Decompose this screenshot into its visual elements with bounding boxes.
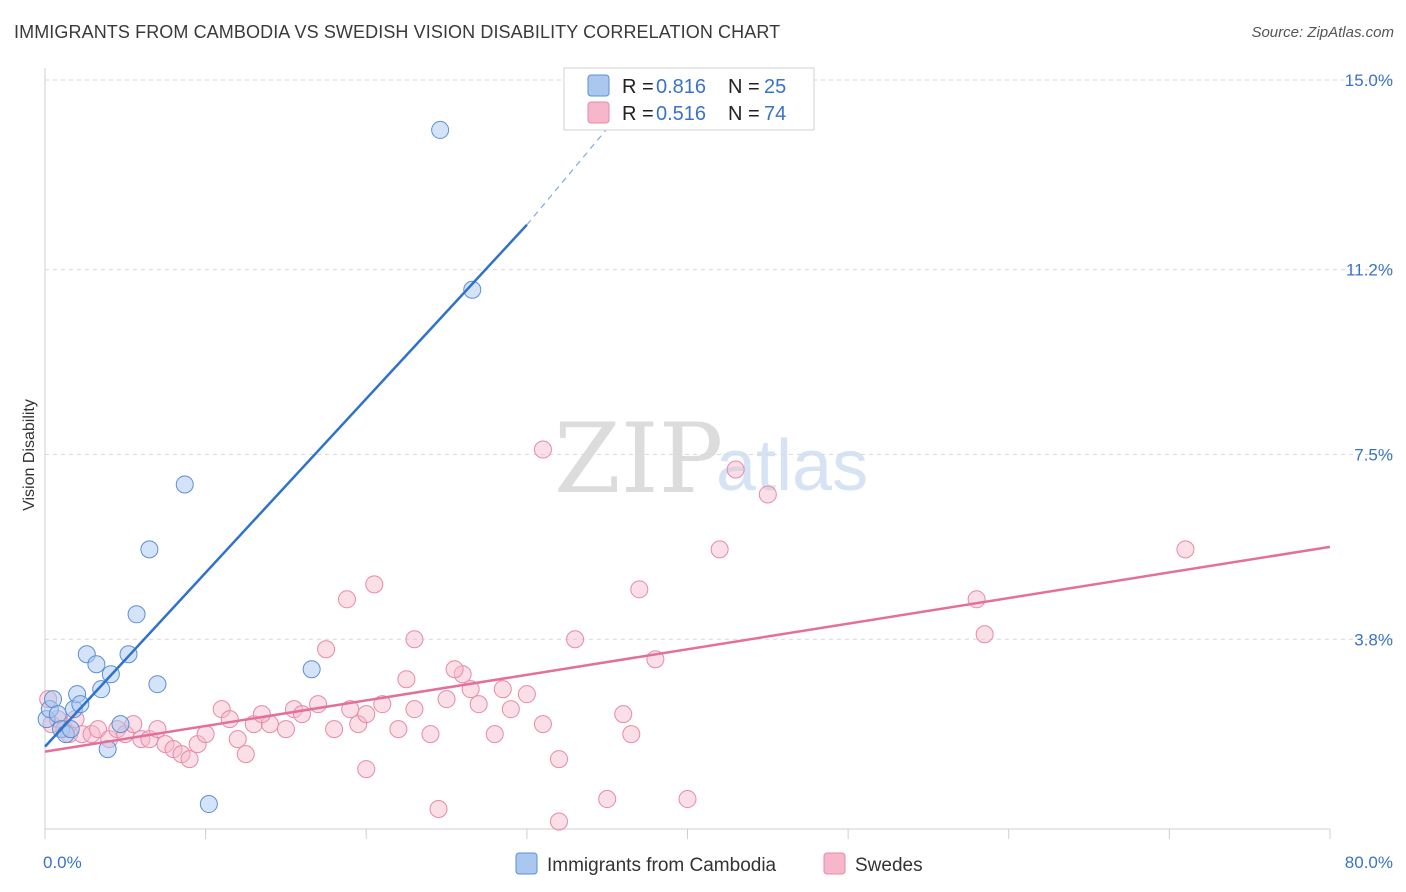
trendline-cambodia [44, 223, 528, 748]
x-tick-label-min: 0.0% [43, 853, 82, 872]
point-swedes [469, 695, 488, 714]
point-swedes [550, 812, 568, 831]
point-swedes [630, 580, 649, 599]
point-swedes [533, 715, 552, 734]
y-tick-label: 7.5% [1354, 446, 1393, 465]
y-tick-label: 3.8% [1354, 630, 1393, 649]
point-swedes [220, 710, 239, 729]
stats-legend: R = 0.816 N = 25 R = 0.516 N = 74 [563, 67, 815, 131]
point-cambodia [140, 540, 159, 559]
point-swedes [89, 720, 108, 739]
point-swedes [493, 680, 512, 699]
point-swedes [373, 695, 392, 714]
x-tick-label-max: 80.0% [1345, 853, 1393, 872]
point-swedes [357, 760, 376, 779]
point-swedes [975, 625, 994, 644]
watermark-zip: ZIP [554, 403, 723, 515]
point-swedes [405, 700, 424, 719]
point-swedes [710, 540, 729, 559]
point-cambodia [92, 680, 111, 699]
legend-r-label-pink: R = [622, 103, 654, 125]
x-ticks [44, 829, 1331, 839]
point-cambodia [127, 605, 146, 624]
point-swedes [252, 705, 271, 724]
legend-r-value-pink: 0.516 [656, 103, 706, 125]
y-axis-label: Vision Disability [21, 399, 38, 511]
point-cambodia [61, 720, 80, 739]
point-swedes [598, 790, 617, 809]
point-swedes [517, 685, 536, 704]
legend-r-value-blue: 0.816 [656, 76, 706, 98]
point-swedes [501, 700, 520, 719]
legend-n-value-pink: 74 [764, 103, 786, 125]
series-immigrants-from-cambodia [37, 120, 482, 814]
point-swedes [236, 745, 255, 764]
point-swedes [365, 575, 384, 594]
y-tick-label: 15.0% [1345, 71, 1393, 90]
point-cambodia [48, 705, 67, 724]
point-swedes [228, 730, 247, 749]
point-cambodia [111, 715, 130, 734]
point-swedes [485, 725, 504, 744]
legend-bottom-label-cambodia: Immigrants from Cambodia [547, 855, 777, 876]
legend-n-value-blue: 25 [764, 76, 786, 98]
point-swedes [566, 630, 585, 649]
legend-n-label-blue: N = [728, 76, 760, 98]
y-tick-labels: 3.8% 7.5% 11.2% 15.0% [1345, 71, 1393, 649]
point-cambodia [175, 475, 194, 494]
point-swedes [614, 705, 633, 724]
point-swedes [397, 670, 416, 689]
point-swedes [1176, 540, 1195, 559]
legend-r-label-blue: R = [622, 76, 654, 98]
y-tick-label: 11.2% [1346, 261, 1393, 280]
point-swedes [622, 725, 641, 744]
chart-title: IMMIGRANTS FROM CAMBODIA VS SWEDISH VISI… [14, 22, 781, 42]
point-swedes [437, 690, 456, 709]
point-cambodia [463, 280, 482, 299]
point-swedes [405, 630, 424, 649]
point-swedes [429, 800, 448, 819]
point-swedes [180, 750, 199, 769]
point-swedes [357, 705, 376, 724]
point-swedes [533, 440, 552, 459]
point-swedes [445, 660, 464, 679]
point-swedes [317, 640, 336, 659]
legend-bottom-swatch-blue [515, 852, 538, 875]
point-swedes [276, 720, 295, 739]
point-swedes [421, 725, 440, 744]
chart-source: Source: ZipAtlas.com [1251, 24, 1394, 41]
point-swedes [389, 720, 408, 739]
point-swedes [726, 460, 745, 479]
point-cambodia [302, 660, 321, 679]
point-swedes [758, 485, 777, 504]
series-legend: Immigrants from Cambodia Swedes [515, 852, 923, 876]
legend-swatch-blue [587, 74, 610, 97]
point-swedes [293, 705, 311, 724]
point-swedes [550, 750, 568, 769]
point-cambodia [71, 695, 90, 714]
point-cambodia [87, 655, 106, 674]
legend-n-label-pink: N = [728, 103, 760, 125]
legend-bottom-label-swedes: Swedes [855, 855, 923, 876]
point-cambodia [431, 120, 450, 139]
legend-bottom-swatch-pink [823, 852, 846, 875]
point-cambodia [148, 675, 167, 694]
watermark-atlas: atlas [716, 426, 868, 506]
point-swedes [337, 590, 356, 609]
trendline-swedes [44, 545, 1331, 753]
point-cambodia [199, 795, 218, 814]
legend-swatch-pink [587, 101, 610, 124]
point-cambodia [44, 690, 63, 709]
point-swedes [678, 790, 697, 809]
point-swedes [325, 720, 344, 739]
